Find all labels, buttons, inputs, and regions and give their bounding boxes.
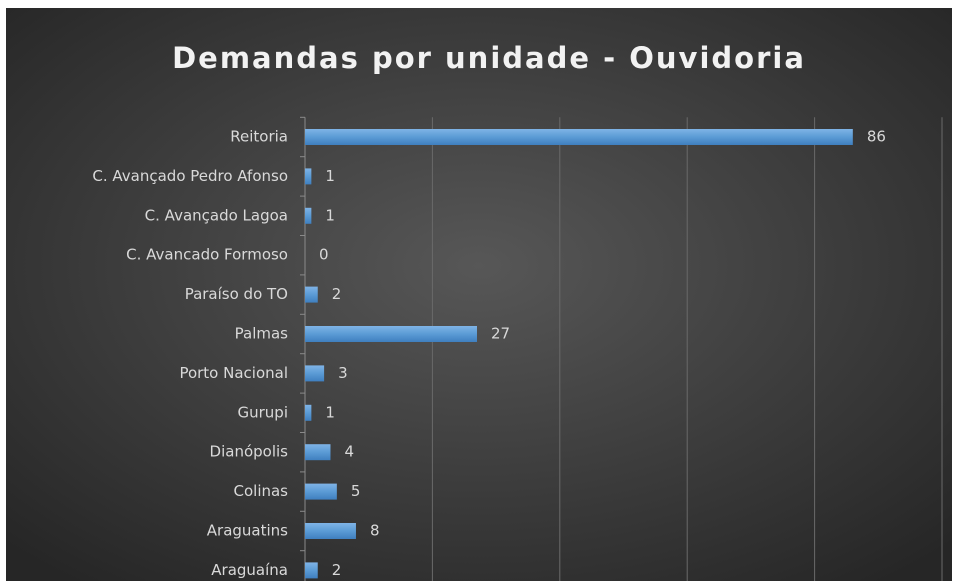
chart-title: Demandas por unidade - Ouvidoria <box>172 41 806 75</box>
data-label: 0 <box>319 246 329 264</box>
y-tick-label: C. Avançado Pedro Afonso <box>92 167 288 185</box>
chart-background <box>6 8 952 581</box>
bar <box>305 523 356 539</box>
data-label: 3 <box>338 364 348 382</box>
y-tick-label: Paraíso do TO <box>185 285 288 303</box>
bar <box>305 168 312 185</box>
bar <box>305 207 312 224</box>
y-tick-label: Dianópolis <box>210 443 289 461</box>
data-label: 2 <box>332 561 342 579</box>
data-label: 1 <box>325 403 335 421</box>
bar <box>305 365 325 382</box>
y-tick-label: Porto Nacional <box>179 364 288 382</box>
bar <box>305 326 477 342</box>
bar <box>305 404 312 421</box>
y-tick-label: Gurupi <box>238 403 289 421</box>
data-label: 1 <box>325 206 335 224</box>
data-label: 86 <box>867 128 886 146</box>
data-label: 5 <box>351 482 361 500</box>
bar <box>305 483 337 500</box>
y-tick-label: Colinas <box>234 482 289 500</box>
y-tick-label: Araguatins <box>207 522 288 540</box>
data-label: 8 <box>370 522 380 540</box>
bar <box>305 129 853 145</box>
bar <box>305 562 318 579</box>
data-label: 4 <box>344 443 354 461</box>
y-tick-label: Palmas <box>235 325 289 343</box>
y-tick-label: C. Avancado Formoso <box>126 246 288 264</box>
data-label: 2 <box>332 285 342 303</box>
bar <box>305 286 318 303</box>
bar <box>305 444 331 461</box>
y-tick-label: C. Avançado Lagoa <box>145 206 288 224</box>
y-tick-label: Araguaína <box>211 561 288 579</box>
y-tick-label: Reitoria <box>230 128 288 146</box>
data-label: 1 <box>325 167 335 185</box>
data-label: 27 <box>491 325 510 343</box>
